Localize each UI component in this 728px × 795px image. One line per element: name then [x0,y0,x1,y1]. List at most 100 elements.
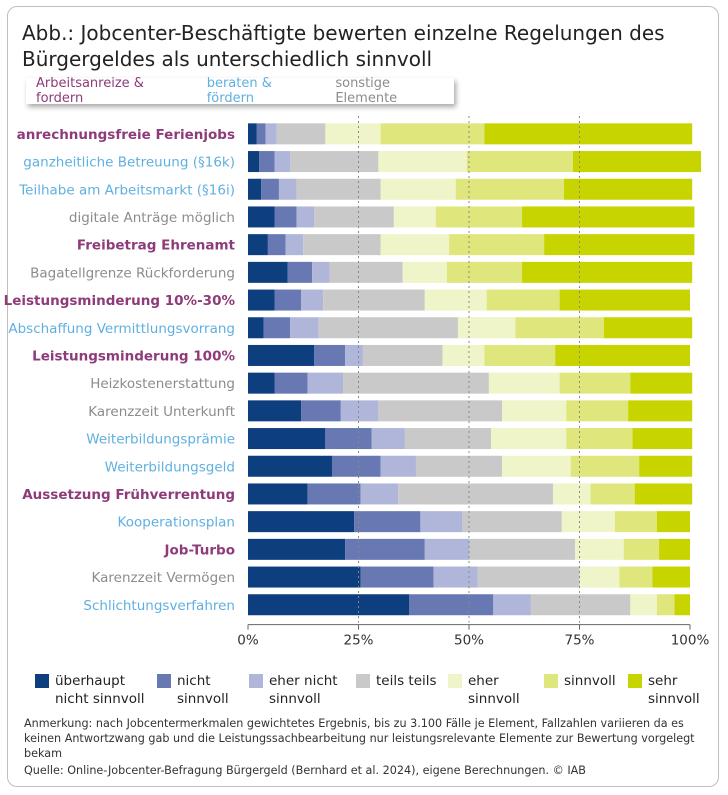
bar-segment [380,178,456,200]
x-tick-label: 100% [671,633,710,649]
bar-segment [248,566,361,588]
category-label: Schlichtungsverfahren [83,598,235,614]
category-label: Job-Turbo [163,542,235,558]
bar-segment [420,511,463,533]
bar-segment [248,483,308,505]
bar-segment [307,372,344,394]
group-legend-item-beraten: beraten & fördern [206,76,272,106]
category-label: Freibetrag Ehrenamt [77,238,236,254]
bar-segment [398,483,553,505]
bar-segment [378,151,467,173]
bar-segment [449,234,545,256]
bar-segment [488,372,560,394]
category-label: Aussetzung Frühverrentung [22,487,235,503]
bar-segment [493,594,531,616]
bar-segment [314,206,394,228]
bar-segment [566,400,629,422]
x-tick-label: 75% [564,633,594,649]
category-label: Karenzzeit Vermögen [92,570,235,586]
bar-segment [274,151,290,173]
bar-segment [343,372,489,394]
legend-label-line: sinnvoll [648,691,700,707]
bar-segment [263,317,290,339]
bar-segment [579,566,620,588]
bar-segment [652,566,690,588]
legend-label-line: sinnvoll [269,691,321,707]
bar-segment [307,483,361,505]
bar-segment [296,206,315,228]
category-label: digitale Anträge möglich [69,210,235,226]
category-label: Bagatellgrenze Rückforderung [30,265,235,281]
x-tick-label: 0% [237,633,259,649]
bar-segment [590,483,635,505]
legend-swatch [35,674,49,688]
legend-label-line: sinnvoll [468,691,520,707]
note-text: Anmerkung: nach Jobcentermerkmalen gewic… [24,717,695,760]
bar-segment [561,511,615,533]
legend-label: nicht sinnvoll [177,672,287,708]
bar-segment [267,234,286,256]
category-label: Kooperationsplan [118,515,235,531]
bar-segment [424,289,487,311]
category-label: Leistungsminderung 100% [32,348,235,364]
legend-label-line: nicht sinnvoll [55,691,145,707]
bar-segment [248,344,315,366]
bar-segment [248,289,275,311]
bar-segment [515,317,604,339]
bar-segment [285,234,304,256]
bar-segment [360,483,399,505]
bar-segment [248,400,302,422]
bar-segment [628,400,693,422]
bar-segment [634,483,693,505]
bar-segment [248,538,346,560]
category-label: Abschaffung Vermittlungsvorrang [8,321,235,337]
bar-segment [296,178,381,200]
bar-segment [345,344,363,366]
legend-label-line: überhaupt [55,673,125,689]
bar-segment [656,511,690,533]
bar-segment [248,428,326,450]
bar-segment [424,538,469,560]
bar-segment [486,289,560,311]
bar-segment [340,400,379,422]
bar-segment [674,594,690,616]
legend-label-line: eher [468,673,499,689]
legend-label-line: sinnvoll [177,691,229,707]
legend-label: überhaupt nicht sinnvoll [55,672,165,708]
bar-segment [603,317,693,339]
bar-segment [402,261,447,283]
bar-segment [248,455,332,477]
bar-segment [287,261,313,283]
bar-segment [248,234,268,256]
bar-segment [462,511,562,533]
legend-label-line: nicht [177,673,211,689]
legend-swatch [249,674,263,688]
bar-segment [484,344,556,366]
bar-segment [289,151,379,173]
stacked-bar-chart: anrechnungsfreie Ferienjobs ganzheitliche… [4,116,710,649]
bar-segment [572,151,702,173]
bar-segment [248,511,355,533]
bar-segment [415,455,503,477]
footnote: Anmerkung: nach Jobcentermerkmalen gewic… [24,716,714,778]
bar-segment [555,344,690,366]
category-label: anrechnungsfreie Ferienjobs [17,127,235,143]
bar-segment [404,428,492,450]
bar-segment [446,261,523,283]
bar-segment [630,594,657,616]
bar-segment [318,317,458,339]
legend-swatch [448,674,462,688]
chart-title: Abb.: Jobcenter-Beschäftigte bewerten ei… [22,21,665,71]
bar-segment [469,538,576,560]
category-label: ganzheitliche Betreuung (§16k) [23,155,235,171]
category-label: Weiterbildungsgeld [105,459,235,475]
bar-segment [632,428,693,450]
legend-label: eher sinnvoll [468,672,578,708]
x-tick-label: 25% [343,633,373,649]
bar-segment [570,455,640,477]
bar-segment [345,538,425,560]
bar-segment [248,206,275,228]
bar-segment [301,289,324,311]
bar-segment [530,594,631,616]
bar-segment [559,372,631,394]
